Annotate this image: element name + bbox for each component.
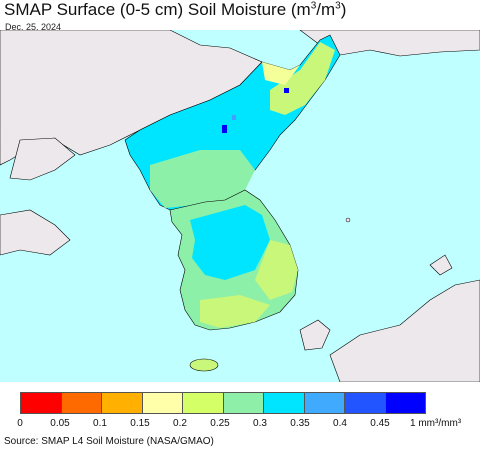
legend-swatch-3 [142,393,183,413]
ulleung-island [345,217,351,223]
legend-ticks: 0 0.05 0.1 0.15 0.2 0.25 0.3 0.35 0.4 0.45 1 mm³/m… [0,418,480,432]
legend-swatch-9 [385,393,425,413]
legend-swatch-7 [304,393,345,413]
legend-tick-label: 0.35 [290,418,310,429]
nk-moist-region [150,150,255,208]
sk-east-dry [255,240,298,300]
legend-swatch-2 [102,393,143,413]
map-title: SMAP Surface (0-5 cm) Soil Moisture (m3/… [4,0,347,19]
source-credit: Source: SMAP L4 Soil Moisture (NASA/GMAO… [4,436,214,447]
shandong-coast [0,209,71,256]
legend-swatch-0 [21,393,62,413]
japan-honshu [329,279,480,382]
japan-kyushu [299,319,331,351]
nk-saturated-pixel [284,88,289,93]
legend-tick-label: 0.15 [130,418,150,429]
legend-tick-label: 0.1 [93,418,107,429]
legend-tick-label: 0.25 [210,418,230,429]
legend-color-bar [20,392,426,414]
nk-northeast-dry [270,42,335,115]
legend-tick-label: 1 mm³/mm³ [410,418,462,429]
legend-tick-label: 0.05 [50,418,70,429]
legend-swatch-1 [61,393,102,413]
japan-north [429,254,453,276]
liaodong-peninsula [9,137,76,181]
sk-south-dry [200,295,270,328]
jeju-island [189,358,219,372]
legend-swatch-4 [183,393,224,413]
legend-tick-label: 0.3 [253,418,267,429]
sk-wet-region [190,205,270,280]
soil-moisture-map [0,30,480,382]
legend-tick-label: 0 [17,418,23,429]
legend-tick-label: 0.2 [173,418,187,429]
map-date: Dec. 25, 2024 [5,22,62,32]
legend-swatch-5 [223,393,264,413]
nk-very-wet-pixel [222,125,227,133]
legend-tick-label: 0.45 [370,418,390,429]
legend-swatch-6 [264,393,305,413]
legend-swatch-8 [345,393,386,413]
nk-border-dry [262,62,300,85]
nk-wet-pixel [232,115,236,120]
legend-tick-label: 0.4 [333,418,347,429]
